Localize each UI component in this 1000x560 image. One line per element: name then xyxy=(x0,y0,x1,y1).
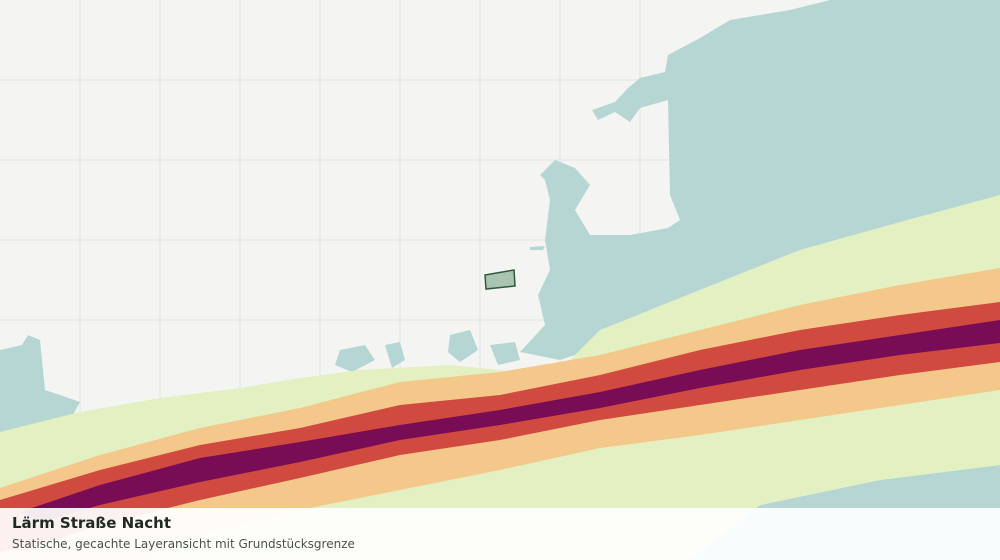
layer-subtitle: Statische, gecachte Layeransicht mit Gru… xyxy=(12,537,355,551)
legend-panel xyxy=(0,508,1000,560)
layer-title: Lärm Straße Nacht xyxy=(12,514,171,532)
noise-bands xyxy=(0,195,1000,560)
parcel-boundary xyxy=(484,269,516,290)
